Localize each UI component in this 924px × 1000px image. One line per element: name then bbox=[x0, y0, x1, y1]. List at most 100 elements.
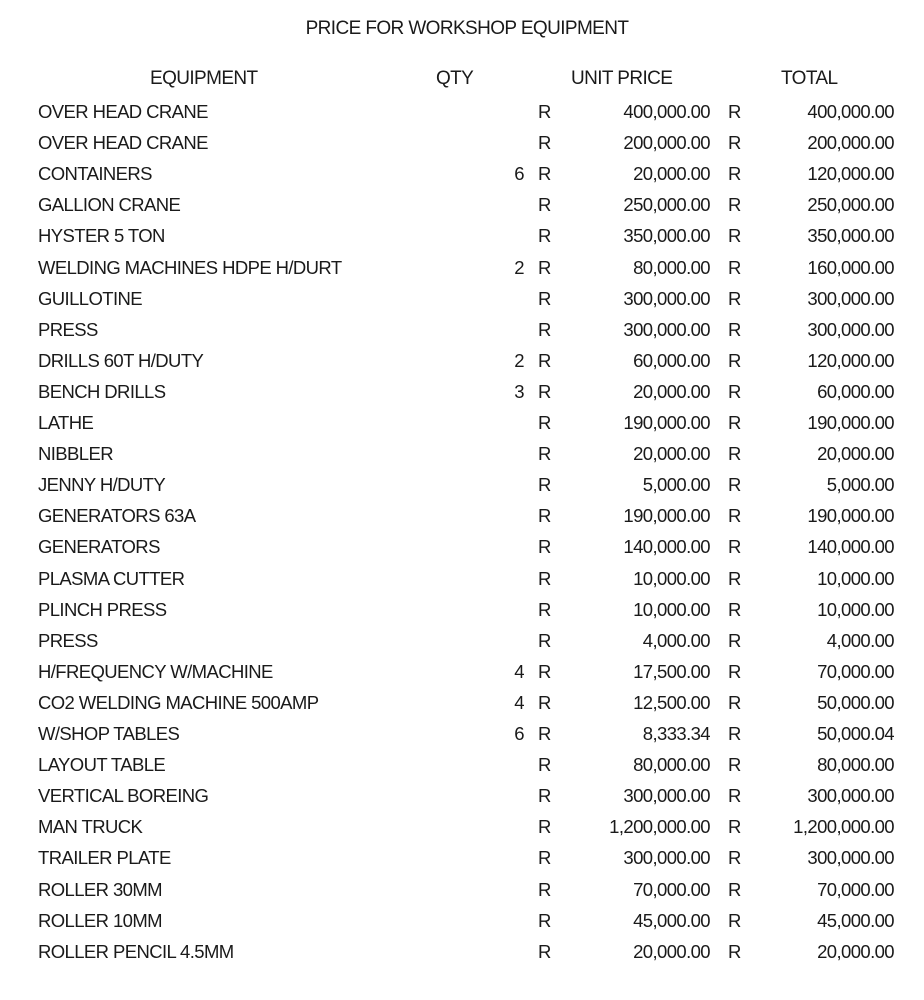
unit-price: 20,000.00 bbox=[633, 443, 711, 465]
currency-symbol: R bbox=[538, 660, 551, 682]
unit-price: 17,500.00 bbox=[633, 660, 711, 682]
currency-symbol: R bbox=[728, 318, 741, 340]
currency-symbol: R bbox=[728, 629, 741, 651]
total-price: 300,000.00 bbox=[807, 847, 894, 869]
total-price: 300,000.00 bbox=[807, 287, 894, 309]
equipment-name: JENNY H/DUTY bbox=[38, 474, 166, 496]
table-row: CO2 WELDING MACHINE 500AMP 4 R 12,500.00 R 50… bbox=[0, 692, 924, 723]
unit-price: 300,000.00 bbox=[623, 318, 710, 340]
currency-symbol: R bbox=[538, 567, 551, 589]
currency-symbol: R bbox=[538, 723, 551, 744]
table-row: WELDING MACHINES HDPE H/DURT 2 R 80,000.00 R… bbox=[0, 257, 924, 288]
currency-symbol: R bbox=[538, 256, 551, 278]
quantity: 4 bbox=[514, 660, 524, 682]
equipment-name: WELDING MACHINES HDPE H/DURT bbox=[38, 256, 342, 278]
total-price: 160,000.00 bbox=[807, 256, 894, 278]
equipment-name: ROLLER 10MM bbox=[38, 909, 163, 931]
quantity: 4 bbox=[514, 691, 524, 713]
unit-price: 45,000.00 bbox=[633, 909, 711, 931]
currency-symbol: R bbox=[728, 598, 741, 620]
currency-symbol: R bbox=[728, 536, 741, 558]
currency-symbol: R bbox=[538, 785, 551, 807]
total-price: 300,000.00 bbox=[807, 318, 894, 340]
unit-price: 70,000.00 bbox=[633, 878, 711, 900]
table-row: OVER HEAD CRANE R 200,000.00 R 200,000.00 bbox=[0, 132, 924, 163]
equipment-name: GENERATORS bbox=[38, 536, 160, 558]
table-row: H/FREQUENCY W/MACHINE 4 R 17,500.00 R 70,000.… bbox=[0, 661, 924, 692]
currency-symbol: R bbox=[538, 816, 551, 838]
currency-symbol: R bbox=[728, 754, 741, 776]
unit-price: 20,000.00 bbox=[633, 163, 711, 185]
currency-symbol: R bbox=[538, 940, 551, 962]
total-price: 250,000.00 bbox=[807, 194, 894, 216]
equipment-name: PRESS bbox=[38, 318, 98, 340]
header-unit-price: UNIT PRICE bbox=[571, 68, 673, 89]
currency-symbol: R bbox=[728, 349, 741, 371]
unit-price: 200,000.00 bbox=[623, 132, 710, 154]
unit-price: 10,000.00 bbox=[633, 598, 711, 620]
equipment-name: TRAILER PLATE bbox=[38, 847, 171, 869]
currency-symbol: R bbox=[538, 380, 551, 402]
table-row: PLASMA CUTTER R 10,000.00 R 10,000.00 bbox=[0, 568, 924, 599]
equipment-name: ROLLER 30MM bbox=[38, 878, 163, 900]
equipment-name: H/FREQUENCY W/MACHINE bbox=[38, 660, 273, 682]
total-price: 120,000.00 bbox=[807, 163, 894, 185]
currency-symbol: R bbox=[538, 847, 551, 869]
currency-symbol: R bbox=[728, 660, 741, 682]
table-row: GENERATORS 63A R 190,000.00 R 190,000.00 bbox=[0, 505, 924, 536]
currency-symbol: R bbox=[728, 567, 741, 589]
table-row: OVER HEAD CRANE R 400,000.00 R 400,000.00 bbox=[0, 101, 924, 132]
equipment-name: VERTICAL BOREING bbox=[38, 785, 209, 807]
currency-symbol: R bbox=[728, 878, 741, 900]
currency-symbol: R bbox=[728, 225, 741, 247]
unit-price: 8,333.34 bbox=[642, 723, 711, 744]
currency-symbol: R bbox=[728, 909, 741, 931]
equipment-name: CONTAINERS bbox=[38, 163, 153, 185]
total-price: 50,000.04 bbox=[817, 723, 895, 744]
equipment-name: OVER HEAD CRANE bbox=[38, 132, 208, 154]
total-price: 60,000.00 bbox=[817, 380, 895, 402]
currency-symbol: R bbox=[538, 536, 551, 558]
unit-price: 190,000.00 bbox=[623, 412, 710, 433]
quantity: 3 bbox=[514, 380, 524, 402]
total-price: 350,000.00 bbox=[807, 225, 894, 247]
table-row: GENERATORS R 140,000.00 R 140,000.00 bbox=[0, 536, 924, 567]
currency-symbol: R bbox=[538, 598, 551, 620]
equipment-name: ROLLER PENCIL 4.5MM bbox=[38, 940, 234, 962]
currency-symbol: R bbox=[538, 691, 551, 713]
total-price: 20,000.00 bbox=[817, 940, 895, 962]
table-row: PRESS R 300,000.00 R 300,000.00 bbox=[0, 319, 924, 350]
equipment-name: GUILLOTINE bbox=[38, 287, 143, 309]
table-row: DRILLS 60T H/DUTY 2 R 60,000.00 R 120,000.00 bbox=[0, 350, 924, 381]
currency-symbol: R bbox=[728, 101, 741, 122]
currency-symbol: R bbox=[728, 691, 741, 713]
equipment-name: OVER HEAD CRANE bbox=[38, 101, 208, 122]
table-row: BENCH DRILLS 3 R 20,000.00 R 60,000.00 bbox=[0, 381, 924, 412]
currency-symbol: R bbox=[728, 474, 741, 496]
currency-symbol: R bbox=[538, 132, 551, 154]
currency-symbol: R bbox=[538, 318, 551, 340]
currency-symbol: R bbox=[728, 785, 741, 807]
unit-price: 5,000.00 bbox=[642, 474, 711, 496]
currency-symbol: R bbox=[728, 723, 741, 744]
equipment-name: HYSTER 5 TON bbox=[38, 225, 165, 247]
currency-symbol: R bbox=[728, 132, 741, 154]
unit-price: 350,000.00 bbox=[623, 225, 710, 247]
currency-symbol: R bbox=[728, 443, 741, 465]
currency-symbol: R bbox=[538, 878, 551, 900]
unit-price: 300,000.00 bbox=[623, 287, 710, 309]
currency-symbol: R bbox=[728, 287, 741, 309]
unit-price: 250,000.00 bbox=[623, 194, 710, 216]
equipment-name: DRILLS 60T H/DUTY bbox=[38, 349, 204, 371]
currency-symbol: R bbox=[728, 380, 741, 402]
header-equipment: EQUIPMENT bbox=[150, 68, 258, 89]
unit-price: 300,000.00 bbox=[623, 785, 710, 807]
currency-symbol: R bbox=[538, 505, 551, 527]
total-price: 190,000.00 bbox=[807, 412, 894, 433]
equipment-name: PLINCH PRESS bbox=[38, 598, 167, 620]
total-price: 400,000.00 bbox=[807, 101, 894, 122]
equipment-name: GALLION CRANE bbox=[38, 194, 181, 216]
table-row: JENNY H/DUTY R 5,000.00 R 5,000.00 bbox=[0, 474, 924, 505]
total-price: 140,000.00 bbox=[807, 536, 894, 558]
currency-symbol: R bbox=[728, 163, 741, 185]
